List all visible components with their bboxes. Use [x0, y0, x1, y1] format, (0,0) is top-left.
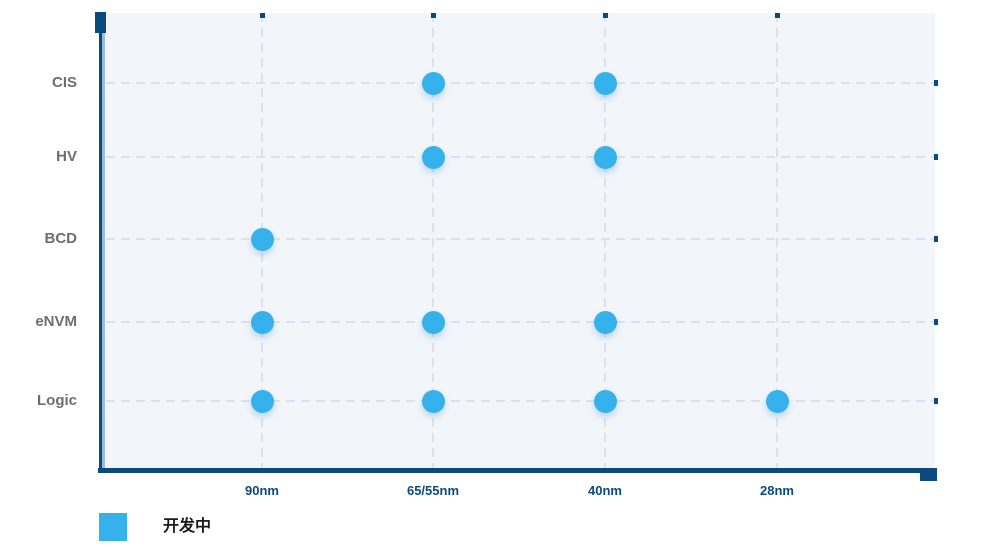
horizontal-gridline	[106, 156, 935, 158]
legend-label: 开发中	[163, 518, 212, 535]
scatter-point[interactable]	[593, 71, 617, 95]
right-axis-tick	[934, 154, 938, 160]
y-axis-label: BCD	[44, 230, 78, 247]
y-axis-line	[99, 13, 102, 468]
x-axis-label: 90nm	[245, 483, 279, 498]
scatter-point[interactable]	[421, 389, 445, 413]
top-axis-tick	[603, 13, 608, 18]
y-axis-line-highlight	[102, 13, 105, 468]
scatter-point[interactable]	[250, 227, 274, 251]
y-axis-cap-block	[95, 12, 106, 33]
x-axis-label: 65/55nm	[406, 483, 460, 498]
scatter-point[interactable]	[421, 310, 445, 334]
y-axis-label: HV	[56, 148, 77, 165]
scatter-point[interactable]	[250, 389, 274, 413]
right-axis-tick	[934, 319, 938, 325]
y-axis-label: eNVM	[35, 313, 77, 330]
horizontal-gridline	[106, 238, 935, 240]
horizontal-gridline	[106, 321, 935, 323]
vertical-gridline	[432, 13, 434, 468]
y-axis-label: Logic	[37, 392, 77, 409]
plot-area	[106, 13, 935, 468]
top-axis-tick	[775, 13, 780, 18]
horizontal-gridline	[106, 82, 935, 84]
scatter-point[interactable]	[250, 310, 274, 334]
top-axis-tick	[431, 13, 436, 18]
scatter-point[interactable]	[421, 71, 445, 95]
x-axis-label: 28nm	[760, 483, 794, 498]
scatter-point[interactable]	[593, 310, 617, 334]
scatter-point[interactable]	[765, 389, 789, 413]
right-axis-tick	[934, 236, 938, 242]
top-axis-tick	[260, 13, 265, 18]
horizontal-gridline	[106, 400, 935, 402]
right-axis-tick	[934, 398, 938, 404]
vertical-gridline	[776, 13, 778, 468]
x-axis-label: 40nm	[588, 483, 622, 498]
right-axis-tick	[934, 80, 938, 86]
x-axis-end-block	[920, 468, 937, 481]
scatter-point[interactable]	[421, 145, 445, 169]
vertical-gridline	[604, 13, 606, 468]
scatter-point[interactable]	[593, 389, 617, 413]
y-axis-label: CIS	[51, 74, 77, 91]
legend-swatch	[99, 513, 127, 541]
legend-item[interactable]: 开发中	[99, 513, 211, 541]
x-axis-line	[98, 468, 937, 473]
scatter-point[interactable]	[593, 145, 617, 169]
